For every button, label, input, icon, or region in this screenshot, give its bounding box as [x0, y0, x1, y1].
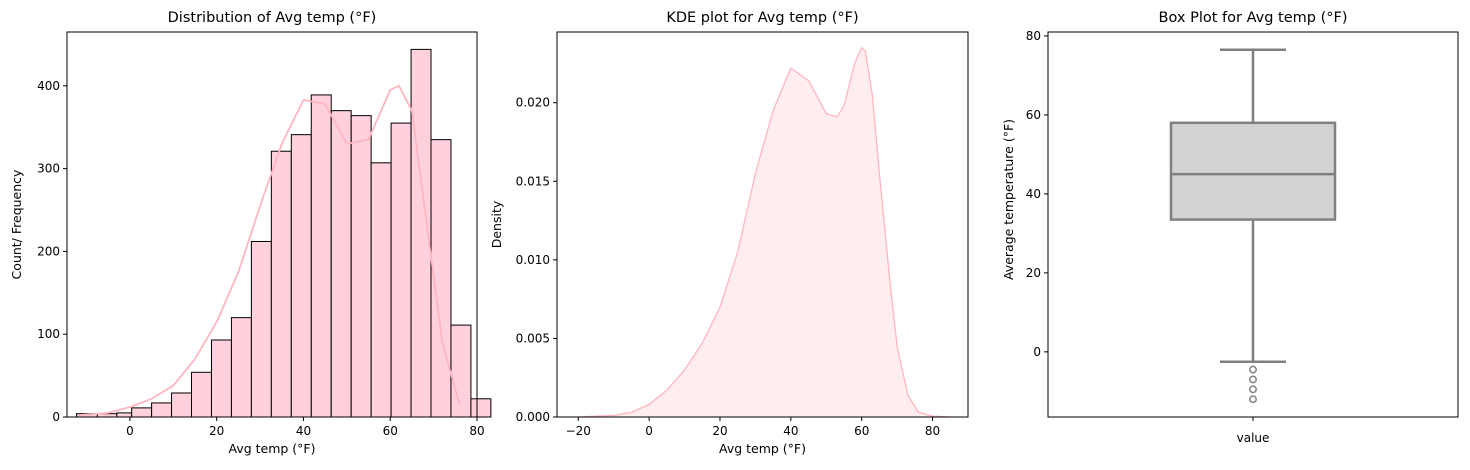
box-outlier: [1249, 385, 1257, 394]
y-tick-label: 400: [37, 79, 60, 93]
x-axis-label: Avg temp (°F): [719, 441, 806, 456]
x-tick-label: 0: [126, 424, 134, 438]
histogram-bar: [290, 134, 312, 418]
y-tick-label: 0.010: [516, 253, 550, 267]
histogram-bar: [390, 122, 412, 418]
histogram-bar: [171, 392, 193, 418]
histogram-bar: [230, 317, 252, 418]
box-outlier: [1249, 395, 1257, 404]
histogram-bar: [210, 339, 232, 418]
y-axis-label: Density: [489, 200, 504, 248]
x-tick-label: value: [1237, 431, 1270, 445]
kde-area: [578, 47, 951, 417]
box-iqr: [1169, 121, 1337, 221]
y-tick-label: 60: [1026, 108, 1041, 122]
axes-frame-1: [66, 31, 478, 418]
y-tick-label: 0.020: [516, 96, 550, 110]
histogram-bar: [350, 115, 372, 418]
y-tick-label: 200: [37, 244, 60, 258]
x-tick-label: 80: [469, 424, 484, 438]
x-tick-label: 60: [854, 424, 869, 438]
histogram-bar: [151, 402, 173, 418]
histogram-bar: [191, 371, 212, 418]
x-tick-label: 40: [296, 424, 311, 438]
box-outlier: [1249, 375, 1257, 384]
x-tick-label: 0: [645, 424, 653, 438]
histogram-bar: [470, 398, 492, 418]
y-tick-label: 80: [1026, 29, 1041, 43]
y-tick-label: 20: [1026, 266, 1041, 280]
x-tick-label: 40: [783, 424, 798, 438]
histogram-bar: [330, 110, 352, 418]
x-axis-label: Avg temp (°F): [229, 441, 316, 456]
y-tick-label: 300: [37, 162, 60, 176]
histogram-bars: [76, 48, 492, 418]
x-tick-label: 20: [712, 424, 727, 438]
y-tick-label: 0.000: [516, 410, 550, 424]
x-tick-label: 20: [209, 424, 224, 438]
histogram-bar: [370, 162, 392, 418]
chart-title: Box Plot for Avg temp (°F): [1159, 10, 1348, 26]
histogram-kde-line: [77, 84, 461, 417]
y-tick-label: 0.015: [516, 174, 550, 188]
x-tick-label: 60: [383, 424, 398, 438]
histogram-bar: [450, 324, 472, 418]
y-tick-label: 40: [1026, 187, 1041, 201]
histogram-bar: [310, 94, 332, 418]
y-tick-label: 100: [37, 327, 60, 341]
y-tick-label: 0: [1033, 345, 1041, 359]
chart-title: KDE plot for Avg temp (°F): [666, 10, 858, 26]
box-outlier: [1249, 365, 1257, 374]
y-axis-label: Average temperature (°F): [1001, 119, 1016, 280]
kde-line: [578, 46, 951, 418]
x-tick-label: −20: [566, 424, 591, 438]
y-tick-label: 0.005: [516, 331, 550, 345]
histogram-bar: [131, 407, 153, 418]
y-axis-label: Count/ Frequency: [9, 169, 24, 279]
chart-title: Distribution of Avg temp (°F): [168, 10, 377, 26]
x-tick-label: 80: [925, 424, 940, 438]
y-tick-label: 0: [52, 410, 60, 424]
histogram-bar: [116, 412, 133, 418]
histogram-bar: [270, 150, 292, 418]
axes-frame-2: [556, 31, 969, 418]
histogram-bar: [250, 240, 272, 418]
